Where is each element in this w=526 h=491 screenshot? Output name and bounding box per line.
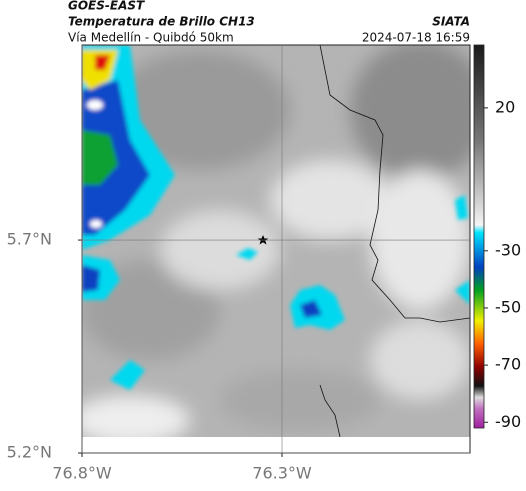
lon-tick-label: 76.3°W <box>252 464 312 483</box>
lat-tick-label: 5.2°N <box>7 443 52 462</box>
colorbar-tick-label: -90 <box>495 412 521 431</box>
colorbar-tick-label: 20 <box>495 97 515 116</box>
colorbar-tick-label: -70 <box>495 355 521 374</box>
source: GOES-EAST <box>68 0 145 13</box>
colorbar <box>473 44 485 429</box>
satellite-image <box>82 45 470 437</box>
lat-tick-label: 5.7°N <box>7 230 52 249</box>
border <box>319 45 470 437</box>
colorbar-tick-label: -30 <box>495 240 521 259</box>
colorbar-tick-label: -50 <box>495 297 521 316</box>
location-marker <box>257 235 269 245</box>
title: Temperatura de Brillo CH13 <box>68 15 255 29</box>
subtitle: Vía Medellín - Quibdó 50km <box>68 31 234 45</box>
organization: SIATA <box>432 15 470 29</box>
lon-tick-label: 76.8°W <box>52 464 112 483</box>
datetime: 2024-07-18 16:59 <box>362 31 470 45</box>
